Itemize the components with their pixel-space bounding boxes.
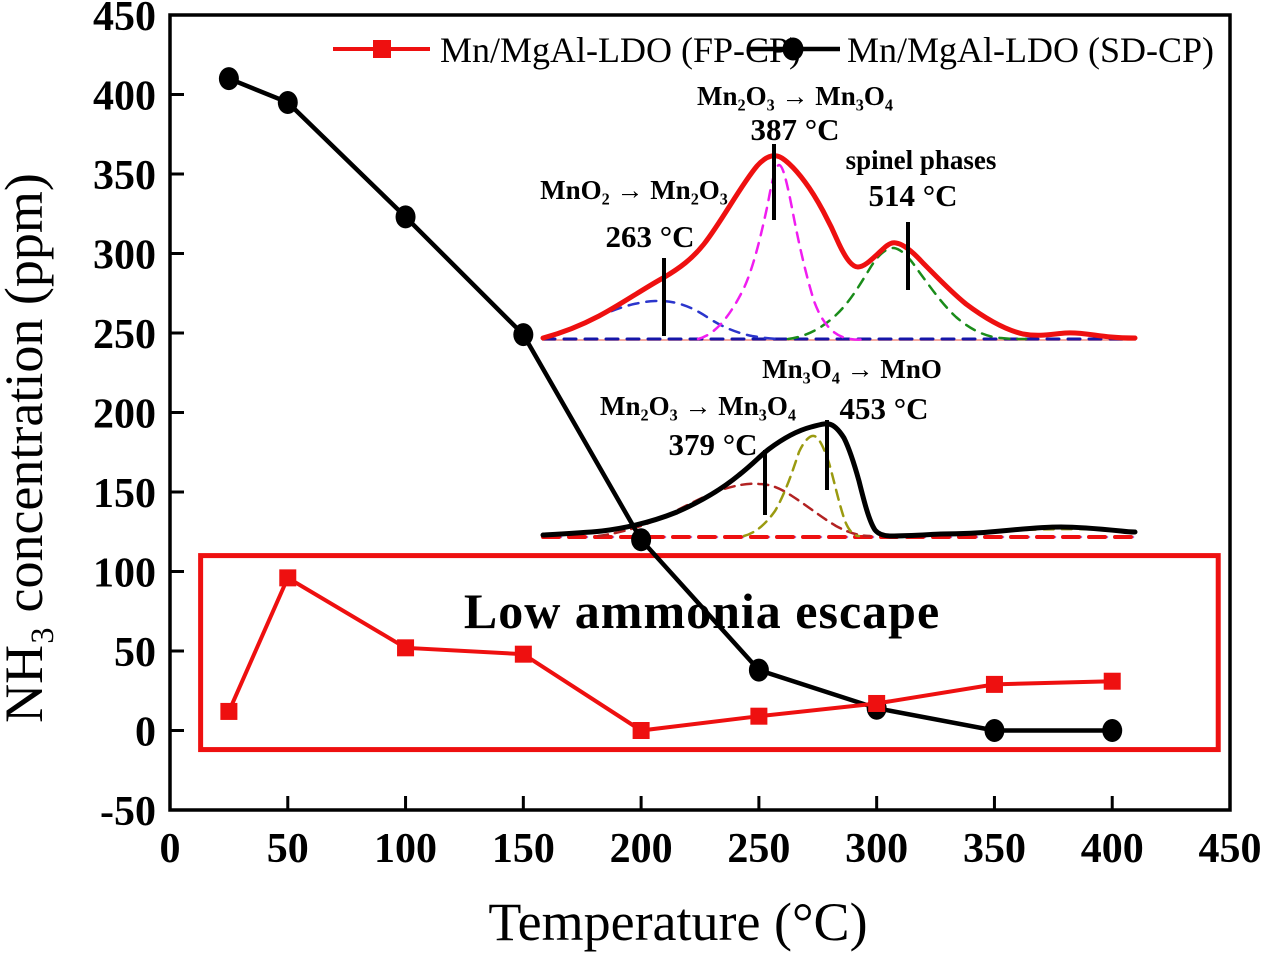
data-point-square bbox=[397, 639, 415, 657]
data-point-circle bbox=[277, 90, 298, 114]
data-point-circle bbox=[984, 719, 1005, 742]
legend-label-sd-cp: Mn/MgAl-LDO (SD-CP) bbox=[847, 30, 1214, 70]
data-point-square bbox=[632, 722, 650, 739]
x-tick-label: 450 bbox=[1199, 826, 1262, 872]
gaussian-component-453 bbox=[742, 434, 861, 538]
x-tick-label: 0 bbox=[160, 826, 181, 872]
x-tick-label: 50 bbox=[267, 826, 309, 872]
data-point-square bbox=[279, 569, 297, 587]
x-axis-title: Temperature (°C) bbox=[488, 892, 867, 952]
x-tick-label: 350 bbox=[963, 826, 1026, 872]
y-tick-label: 50 bbox=[114, 630, 156, 676]
inset-bottom-tpr-curve: Mn₂O₃ → Mn₃O₄ 379 °C Mn₃O₄ → MnO 453 °C bbox=[540, 354, 1138, 539]
gaussian-component-379 bbox=[596, 482, 872, 538]
y-tick-label: 150 bbox=[93, 471, 156, 517]
x-tick-label: 200 bbox=[610, 826, 673, 872]
y-axis-title: NH₃ concentration (ppm) bbox=[0, 173, 54, 723]
annotation-temp-514: 514 °C bbox=[868, 178, 957, 213]
data-point-square bbox=[220, 702, 238, 720]
data-point-circle bbox=[748, 658, 769, 682]
y-tick-label: 0 bbox=[135, 710, 156, 756]
legend-marker-circle bbox=[782, 37, 804, 61]
y-tick-label: -50 bbox=[100, 789, 156, 835]
axes: 0 50 100 150 200 250 300 350 400 450-500501001502… bbox=[93, 0, 1262, 872]
escape-box-label: Low ammonia escape bbox=[464, 583, 940, 639]
annotation-temp-387: 387 °C bbox=[750, 112, 839, 147]
x-tick-label: 100 bbox=[374, 826, 437, 872]
annotation-spinel-phases: spinel phases bbox=[846, 145, 997, 175]
data-point-circle bbox=[631, 528, 652, 552]
inset-bottom-envelope-curve bbox=[540, 421, 1138, 539]
escape-box bbox=[198, 553, 1221, 753]
data-point-circle bbox=[218, 67, 239, 91]
data-point-circle bbox=[513, 323, 534, 347]
data-point-square bbox=[750, 707, 768, 725]
y-tick-label: 350 bbox=[93, 153, 156, 199]
gaussian-component-514 bbox=[786, 246, 1028, 341]
annotation-temp-263: 263 °C bbox=[605, 219, 694, 254]
data-point-square bbox=[514, 645, 532, 663]
annotation-transition-453: Mn₃O₄ → MnO bbox=[762, 354, 942, 384]
series-layer bbox=[218, 67, 1123, 742]
data-point-square bbox=[868, 694, 886, 712]
y-tick-label: 100 bbox=[93, 551, 156, 597]
annotation-transition-379: Mn₂O₃ → Mn₃O₄ bbox=[600, 391, 796, 421]
x-tick-label: 300 bbox=[845, 826, 908, 872]
x-tick-label: 250 bbox=[727, 826, 790, 872]
annotation-temp-379: 379 °C bbox=[668, 427, 757, 462]
escape-box-outline bbox=[198, 553, 1221, 753]
data-point-square bbox=[985, 675, 1003, 693]
gaussian-component-263 bbox=[543, 299, 784, 341]
x-tick-label: 400 bbox=[1081, 826, 1144, 872]
y-tick-label: 400 bbox=[93, 74, 156, 120]
y-tick-label: 450 bbox=[93, 0, 156, 40]
inset-top-tpr-curve: MnO₂ → Mn₂O₃ 263 °C Mn₂O₃ → Mn₃O₄ 387 °C… bbox=[540, 81, 1138, 341]
y-tick-label: 200 bbox=[93, 392, 156, 438]
y-tick-label: 250 bbox=[93, 312, 156, 358]
x-tick-label: 150 bbox=[492, 826, 555, 872]
data-point-circle bbox=[395, 205, 416, 229]
legend: Mn/MgAl-LDO (FP-CP) Mn/MgAl-LDO (SD-CP) bbox=[333, 30, 1214, 70]
gaussian-component-387 bbox=[696, 163, 866, 341]
legend-label-fp-cp: Mn/MgAl-LDO (FP-CP) bbox=[440, 30, 801, 70]
data-point-circle bbox=[1102, 719, 1123, 742]
inset-top-envelope-curve bbox=[540, 153, 1138, 341]
y-tick-label: 300 bbox=[93, 233, 156, 279]
annotation-temp-453: 453 °C bbox=[839, 391, 928, 426]
annotation-transition-263: MnO₂ → Mn₂O₃ bbox=[540, 175, 728, 205]
annotation-transition-387: Mn₂O₃ → Mn₃O₄ bbox=[697, 81, 893, 111]
legend-marker-square bbox=[373, 40, 391, 58]
data-point-square bbox=[1103, 672, 1121, 690]
